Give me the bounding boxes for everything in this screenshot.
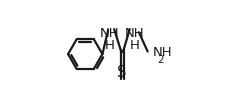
Text: NH: NH: [124, 27, 144, 40]
Text: H: H: [129, 39, 139, 52]
Text: NH: NH: [153, 46, 173, 58]
Text: S: S: [118, 65, 127, 80]
Text: NH: NH: [99, 27, 119, 40]
Text: H: H: [105, 39, 114, 52]
Text: 2: 2: [157, 55, 164, 65]
